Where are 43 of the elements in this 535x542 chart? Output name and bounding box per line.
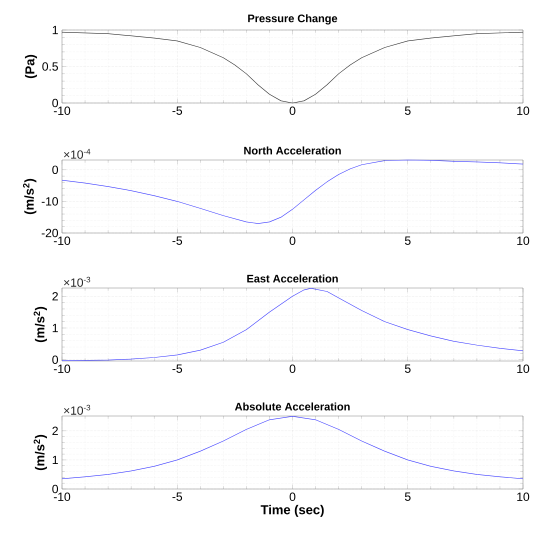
x-tick-label: 0: [290, 236, 296, 245]
x-tick-label: 10: [517, 236, 530, 245]
y-tick-label: 1: [52, 456, 58, 464]
x-tick-label: 0: [290, 106, 296, 115]
y-tick-label: 1: [52, 26, 58, 34]
x-tick-label: -5: [172, 364, 182, 373]
y-tick-label: 0: [52, 166, 58, 174]
y-tick-label: 0: [52, 484, 58, 494]
x-tick-label: 0: [290, 492, 296, 501]
y-axis-title: (m/s$^{2}$): [34, 306, 47, 342]
x-tick-label: 5: [404, 236, 411, 245]
x-tick-label: 10: [517, 364, 530, 373]
line-series: [62, 288, 524, 361]
x-tick-label: 5: [404, 364, 411, 373]
line-series: [62, 416, 524, 480]
y-tick-label: -10: [42, 197, 58, 206]
y-tick-label: 0.5: [42, 62, 58, 71]
x-tick-label: 5: [404, 492, 411, 501]
y-axis-title: (m/s$^{2}$): [34, 434, 47, 470]
chart-title: East Acceleration: [247, 274, 338, 283]
text: ×10$^{-3}$: [64, 276, 90, 287]
x-tick-label: -5: [172, 492, 182, 501]
y-tick-label: 0: [52, 356, 58, 364]
x-tick-label: -5: [172, 236, 182, 245]
y-tick-label: 2: [52, 292, 58, 300]
y-tick-label: 1: [52, 324, 58, 332]
x-tick-label: 10: [517, 492, 530, 501]
x-tick-label: 5: [404, 106, 411, 115]
y-tick-label: 2: [52, 426, 58, 436]
x-axis-title: Time (sec): [260, 504, 324, 517]
text: ×10$^{-4}$: [64, 148, 90, 159]
x-tick-label: -5: [172, 106, 182, 115]
chart-title: Absolute Acceleration: [234, 402, 350, 411]
text: ×10$^{-3}$: [64, 404, 90, 415]
x-tick-label: 10: [517, 106, 530, 115]
x-tick-label: 0: [290, 364, 296, 373]
chart-title: Pressure Change: [248, 14, 338, 25]
chart-title: North Acceleration: [244, 146, 341, 155]
y-axis-title: (Pa): [24, 54, 38, 78]
line-series: [62, 160, 524, 224]
y-tick-label: -20: [42, 228, 58, 238]
y-axis-title: (m/s$^{2}$): [23, 178, 36, 214]
y-tick-label: 0: [52, 98, 58, 108]
